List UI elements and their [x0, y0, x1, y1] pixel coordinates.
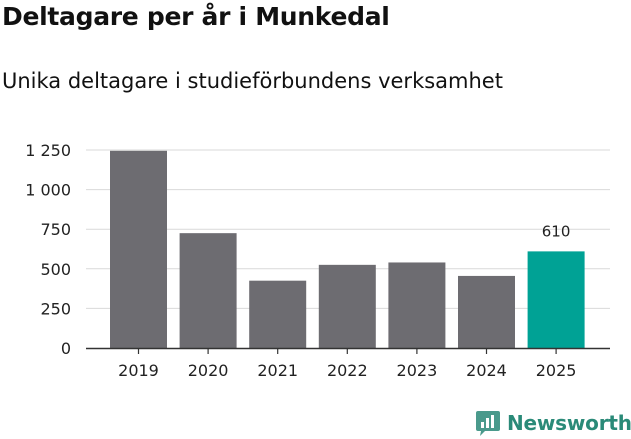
x-tick-label: 2022 [327, 361, 368, 380]
bar-chart: 0 250 500 750 1 000 1 250 2019 2020 2021 2022 2023… [25, 141, 610, 380]
x-tick-label: 2020 [188, 361, 229, 380]
x-tick-label: 2019 [118, 361, 159, 380]
bar-2022 [318, 264, 376, 348]
x-tick-label: 2023 [397, 361, 438, 380]
bar-2019 [110, 150, 167, 348]
x-tick-label: 2025 [536, 361, 577, 380]
brand-name: Newsworthy [507, 411, 631, 435]
newsworthy-logo-icon [476, 411, 500, 436]
bar-2020 [179, 233, 237, 348]
y-tick-label: 1 000 [25, 181, 71, 200]
x-axis [86, 347, 610, 354]
bars [110, 150, 585, 348]
chart-subtitle: Unika deltagare i studieförbundens verks… [2, 69, 503, 93]
y-tick-label: 500 [40, 260, 71, 279]
labels: 0 250 500 750 1 000 1 250 2019 2020 2021 2022 2023… [25, 141, 576, 380]
x-tick-label: 2021 [257, 361, 298, 380]
bar-2024 [458, 275, 515, 348]
y-tick-label: 250 [40, 299, 71, 318]
data-label-2025: 610 [542, 222, 571, 240]
y-tick-label: 0 [61, 339, 71, 358]
y-tick-label: 750 [40, 220, 71, 239]
newsworthy-brand: Newsworthy [475, 407, 631, 439]
bar-2023 [388, 262, 446, 348]
bar-2025 [527, 251, 585, 348]
chart-title: Deltagare per år i Munkedal [2, 2, 390, 31]
x-tick-label: 2024 [466, 361, 507, 380]
bar-2021 [249, 280, 307, 348]
y-tick-label: 1 250 [25, 141, 71, 160]
